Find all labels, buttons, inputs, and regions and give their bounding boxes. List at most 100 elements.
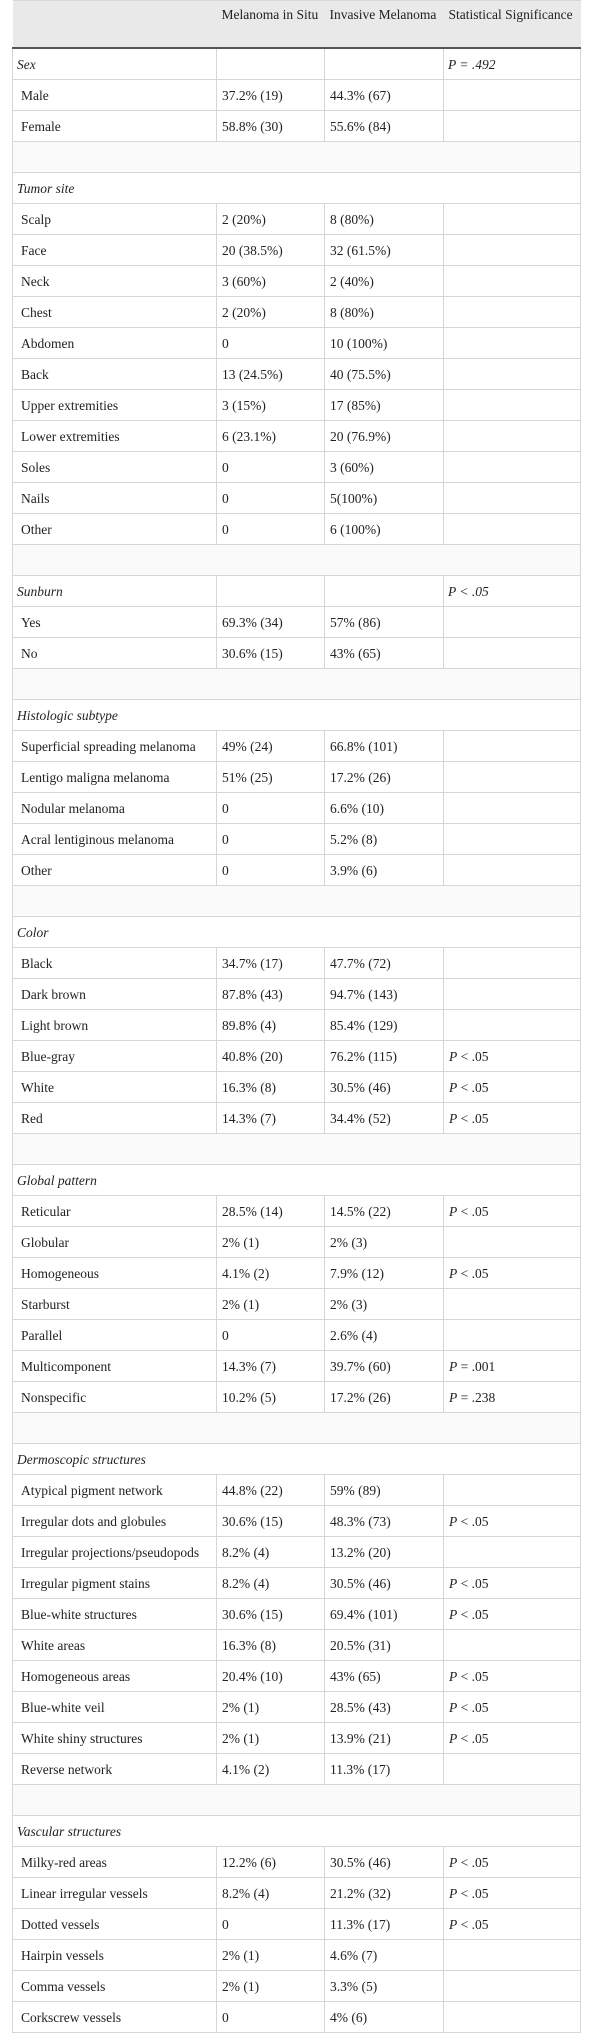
in-situ-value: 12.2% (6)	[216, 1845, 325, 1878]
empty-cell	[324, 47, 444, 80]
data-row: Dotted vessels 0 11.3% (17) P < .05	[12, 1907, 581, 1940]
in-situ-value: 10.2% (5)	[216, 1380, 325, 1413]
empty-cell	[443, 233, 581, 266]
page: Melanoma in Situ Invasive Melanoma Stati…	[12, 0, 581, 2033]
row-label: Linear irregular vessels	[12, 1876, 217, 1909]
invasive-value: 32 (61.5%)	[324, 233, 444, 266]
section-title: Sex	[12, 47, 217, 80]
row-label: Blue-white veil	[12, 1690, 217, 1723]
invasive-value: 4% (6)	[324, 2000, 444, 2033]
in-situ-value: 2% (1)	[216, 1225, 325, 1258]
data-row: Lentigo maligna melanoma 51% (25) 17.2% (2…	[12, 760, 581, 793]
data-row: Back 13 (24.5%) 40 (75.5%)	[12, 357, 581, 390]
in-situ-value: 2 (20%)	[216, 202, 325, 235]
invasive-value: 14.5% (22)	[324, 1194, 444, 1227]
in-situ-value: 3 (60%)	[216, 264, 325, 297]
significance: P < .05	[443, 1876, 581, 1909]
data-row: Lower extremities 6 (23.1%) 20 (76.9%)	[12, 419, 581, 452]
spacer-cell	[12, 1132, 581, 1165]
row-label: Irregular projections/pseudopods	[12, 1535, 217, 1568]
empty-cell	[443, 481, 581, 514]
invasive-value: 7.9% (12)	[324, 1256, 444, 1289]
data-row: Milky-red areas 12.2% (6) 30.5% (46) P < .0…	[12, 1845, 581, 1878]
section-title: Histologic subtype	[12, 698, 581, 731]
section-title: Dermoscopic structures	[12, 1442, 581, 1475]
significance: P < .05	[443, 1070, 581, 1103]
empty-cell	[443, 760, 581, 793]
in-situ-value: 8.2% (4)	[216, 1566, 325, 1599]
in-situ-value: 8.2% (4)	[216, 1535, 325, 1568]
empty-cell	[324, 574, 444, 607]
significance: P < .05	[443, 1101, 581, 1134]
significance: P < .05	[443, 1721, 581, 1754]
header-cell	[12, 0, 217, 49]
row-label: Hairpin vessels	[12, 1938, 217, 1971]
data-row: Acral lentiginous melanoma 0 5.2% (8)	[12, 822, 581, 855]
significance: P < .05	[443, 1039, 581, 1072]
significance: P = .001	[443, 1349, 581, 1382]
data-row: Starburst 2% (1) 2% (3)	[12, 1287, 581, 1320]
invasive-value: 59% (89)	[324, 1473, 444, 1506]
data-row: Multicomponent 14.3% (7) 39.7% (60) P = .00…	[12, 1349, 581, 1382]
in-situ-value: 2% (1)	[216, 1938, 325, 1971]
in-situ-value: 69.3% (34)	[216, 605, 325, 638]
row-label: Red	[12, 1101, 217, 1134]
row-label: Globular	[12, 1225, 217, 1258]
row-label: Yes	[12, 605, 217, 638]
spacer-row	[12, 884, 581, 917]
empty-cell	[443, 450, 581, 483]
row-label: Other	[12, 853, 217, 886]
data-row: Nodular melanoma 0 6.6% (10)	[12, 791, 581, 824]
table-header: Melanoma in Situ Invasive Melanoma Stati…	[12, 0, 581, 49]
invasive-value: 2 (40%)	[324, 264, 444, 297]
in-situ-value: 49% (24)	[216, 729, 325, 762]
data-row: Blue-gray 40.8% (20) 76.2% (115) P < .05	[12, 1039, 581, 1072]
row-label: Neck	[12, 264, 217, 297]
significance: P < .05	[443, 1659, 581, 1692]
data-row: Parallel 0 2.6% (4)	[12, 1318, 581, 1351]
significance: P < .05	[443, 574, 581, 607]
data-row: Irregular pigment stains 8.2% (4) 30.5% (4…	[12, 1566, 581, 1599]
row-label: White shiny structures	[12, 1721, 217, 1754]
empty-cell	[443, 605, 581, 638]
data-row: Scalp 2 (20%) 8 (80%)	[12, 202, 581, 235]
empty-cell	[443, 357, 581, 390]
header-cell: Melanoma in Situ	[216, 0, 325, 49]
data-row: Homogeneous areas 20.4% (10) 43% (65) P < .…	[12, 1659, 581, 1692]
header-cell: Invasive Melanoma	[324, 0, 444, 49]
data-row: Comma vessels 2% (1) 3.3% (5)	[12, 1969, 581, 2002]
significance: P < .05	[443, 1690, 581, 1723]
section-row: Histologic subtype	[12, 698, 581, 731]
header-cell: Statistical Significance	[443, 0, 581, 49]
row-label: Dark brown	[12, 977, 217, 1010]
data-row: Homogeneous 4.1% (2) 7.9% (12) P < .05	[12, 1256, 581, 1289]
data-row: Black 34.7% (17) 47.7% (72)	[12, 946, 581, 979]
invasive-value: 55.6% (84)	[324, 109, 444, 142]
empty-cell	[443, 853, 581, 886]
data-row: White areas 16.3% (8) 20.5% (31)	[12, 1628, 581, 1661]
empty-cell	[443, 1752, 581, 1785]
empty-cell	[443, 388, 581, 421]
in-situ-value: 4.1% (2)	[216, 1256, 325, 1289]
invasive-value: 30.5% (46)	[324, 1070, 444, 1103]
invasive-value: 2% (3)	[324, 1225, 444, 1258]
row-label: Other	[12, 512, 217, 545]
invasive-value: 76.2% (115)	[324, 1039, 444, 1072]
in-situ-value: 58.8% (30)	[216, 109, 325, 142]
invasive-value: 30.5% (46)	[324, 1845, 444, 1878]
empty-cell	[443, 326, 581, 359]
invasive-value: 20 (76.9%)	[324, 419, 444, 452]
invasive-value: 17.2% (26)	[324, 760, 444, 793]
row-label: Homogeneous	[12, 1256, 217, 1289]
data-row: Light brown 89.8% (4) 85.4% (129)	[12, 1008, 581, 1041]
in-situ-value: 0	[216, 450, 325, 483]
invasive-value: 11.3% (17)	[324, 1752, 444, 1785]
invasive-value: 34.4% (52)	[324, 1101, 444, 1134]
invasive-value: 40 (75.5%)	[324, 357, 444, 390]
invasive-value: 13.2% (20)	[324, 1535, 444, 1568]
invasive-value: 20.5% (31)	[324, 1628, 444, 1661]
data-row: Corkscrew vessels 0 4% (6)	[12, 2000, 581, 2033]
row-label: Parallel	[12, 1318, 217, 1351]
data-row: White shiny structures 2% (1) 13.9% (21) P …	[12, 1721, 581, 1754]
section-title: Tumor site	[12, 171, 581, 204]
